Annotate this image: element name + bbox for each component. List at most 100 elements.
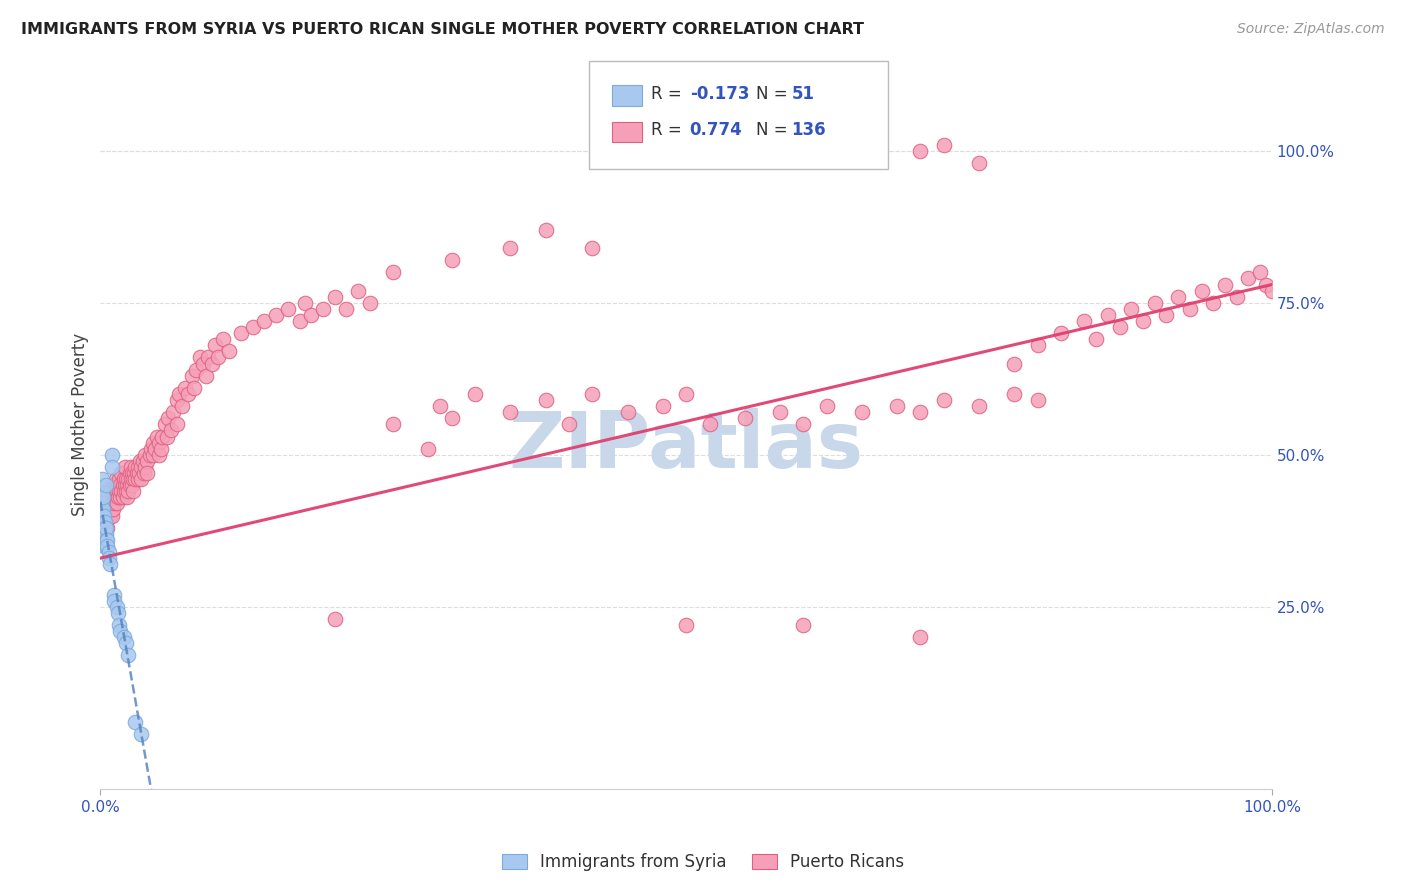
- Point: [103, 588, 125, 602]
- Point: [499, 405, 522, 419]
- Point: [103, 593, 125, 607]
- Point: [651, 399, 673, 413]
- Point: [96, 533, 118, 547]
- Point: [91, 521, 114, 535]
- Point: [197, 351, 219, 365]
- Point: [499, 241, 522, 255]
- Point: [111, 478, 134, 492]
- Point: [107, 478, 129, 492]
- Point: [253, 314, 276, 328]
- FancyBboxPatch shape: [589, 61, 887, 169]
- Point: [212, 332, 235, 346]
- Point: [167, 387, 190, 401]
- Point: [91, 508, 114, 523]
- Point: [699, 417, 721, 432]
- Point: [1249, 265, 1271, 279]
- Point: [127, 472, 149, 486]
- Point: [132, 466, 155, 480]
- Point: [108, 618, 131, 632]
- Point: [94, 502, 117, 516]
- Point: [1026, 338, 1049, 352]
- Point: [108, 472, 131, 486]
- Point: [108, 484, 131, 499]
- Point: [104, 491, 127, 505]
- Point: [335, 301, 357, 316]
- Point: [581, 387, 603, 401]
- Point: [91, 491, 114, 505]
- Point: [93, 526, 115, 541]
- Point: [277, 301, 299, 316]
- Point: [91, 521, 114, 535]
- Point: [101, 448, 124, 462]
- Point: [136, 454, 159, 468]
- Point: [675, 137, 697, 152]
- Point: [103, 484, 125, 499]
- Point: [101, 478, 124, 492]
- Point: [418, 442, 440, 456]
- Point: [93, 508, 115, 523]
- Point: [93, 496, 115, 510]
- Point: [96, 491, 118, 505]
- Point: [110, 478, 132, 492]
- Point: [96, 533, 118, 547]
- Point: [90, 496, 112, 510]
- Point: [128, 466, 150, 480]
- Point: [101, 508, 124, 523]
- Point: [815, 399, 838, 413]
- Point: [851, 144, 873, 158]
- Point: [180, 368, 202, 383]
- Point: [131, 727, 153, 741]
- Text: ZIPatlas: ZIPatlas: [509, 409, 863, 484]
- Point: [534, 223, 557, 237]
- Point: [967, 156, 990, 170]
- Point: [136, 466, 159, 480]
- Point: [792, 417, 814, 432]
- Point: [148, 435, 170, 450]
- Point: [1050, 326, 1073, 341]
- Point: [218, 344, 240, 359]
- Point: [97, 545, 120, 559]
- Point: [124, 459, 146, 474]
- Point: [120, 459, 142, 474]
- Point: [93, 526, 115, 541]
- Text: -0.173: -0.173: [689, 85, 749, 103]
- Point: [94, 526, 117, 541]
- Point: [125, 466, 148, 480]
- Point: [242, 320, 264, 334]
- Point: [117, 478, 139, 492]
- Point: [1213, 277, 1236, 292]
- Point: [114, 478, 136, 492]
- Point: [91, 502, 114, 516]
- Point: [93, 521, 115, 535]
- Point: [93, 508, 115, 523]
- Point: [93, 533, 115, 547]
- Point: [156, 429, 179, 443]
- Point: [173, 381, 195, 395]
- Point: [440, 253, 463, 268]
- Point: [1085, 332, 1108, 346]
- Point: [104, 472, 127, 486]
- Point: [323, 290, 346, 304]
- Point: [581, 241, 603, 255]
- Point: [117, 491, 139, 505]
- Point: [1261, 284, 1284, 298]
- Point: [429, 399, 451, 413]
- Text: 136: 136: [792, 121, 827, 139]
- Point: [1132, 314, 1154, 328]
- Point: [111, 491, 134, 505]
- Point: [118, 478, 141, 492]
- Point: [94, 515, 117, 529]
- Point: [97, 484, 120, 499]
- Point: [186, 362, 208, 376]
- Point: [172, 399, 194, 413]
- Point: [1097, 308, 1119, 322]
- Text: Source: ZipAtlas.com: Source: ZipAtlas.com: [1237, 22, 1385, 37]
- Point: [769, 405, 792, 419]
- Point: [117, 484, 139, 499]
- Point: [1143, 295, 1166, 310]
- Point: [382, 265, 405, 279]
- Point: [131, 459, 153, 474]
- Point: [792, 618, 814, 632]
- Point: [142, 448, 165, 462]
- Point: [90, 484, 112, 499]
